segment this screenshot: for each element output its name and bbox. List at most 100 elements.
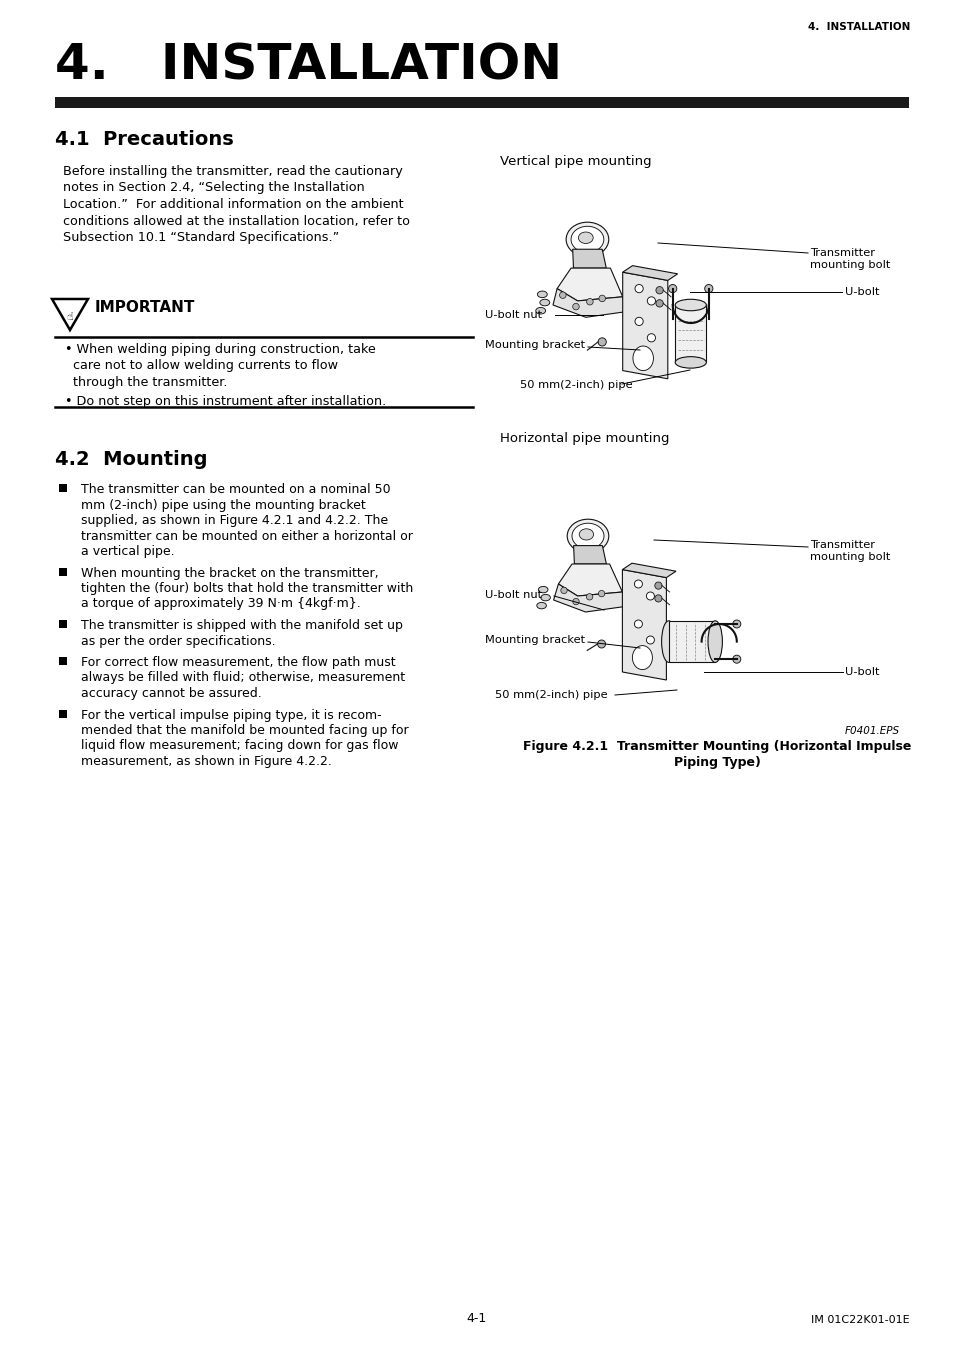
Ellipse shape	[537, 586, 547, 593]
Text: as per the order specifications.: as per the order specifications.	[81, 635, 275, 647]
Text: • When welding piping during construction, take: • When welding piping during constructio…	[65, 343, 375, 357]
Text: accuracy cannot be assured.: accuracy cannot be assured.	[81, 688, 261, 700]
Text: 50 mm(2-inch) pipe: 50 mm(2-inch) pipe	[519, 380, 632, 390]
Text: Subsection 10.1 “Standard Specifications.”: Subsection 10.1 “Standard Specifications…	[63, 231, 339, 245]
Text: 4.1  Precautions: 4.1 Precautions	[55, 130, 233, 149]
Text: F0401.EPS: F0401.EPS	[844, 725, 899, 736]
Circle shape	[586, 299, 593, 305]
Text: mended that the manifold be mounted facing up for: mended that the manifold be mounted faci…	[81, 724, 408, 738]
Circle shape	[732, 620, 740, 628]
Circle shape	[668, 285, 676, 293]
Ellipse shape	[567, 519, 608, 553]
Polygon shape	[675, 305, 705, 362]
Polygon shape	[621, 570, 666, 680]
Text: supplied, as shown in Figure 4.2.1 and 4.2.2. The: supplied, as shown in Figure 4.2.1 and 4…	[81, 513, 388, 527]
Circle shape	[654, 582, 661, 589]
Circle shape	[559, 292, 565, 299]
Circle shape	[634, 620, 641, 628]
Ellipse shape	[537, 290, 547, 297]
Text: Mounting bracket: Mounting bracket	[484, 340, 584, 350]
Ellipse shape	[540, 594, 550, 601]
Bar	[59, 567, 67, 576]
Text: 4-1: 4-1	[466, 1312, 487, 1325]
Text: Piping Type): Piping Type)	[673, 757, 760, 769]
Circle shape	[704, 285, 712, 293]
Circle shape	[597, 640, 605, 648]
Text: For the vertical impulse piping type, it is recom-: For the vertical impulse piping type, it…	[81, 708, 381, 721]
Text: through the transmitter.: through the transmitter.	[65, 376, 227, 389]
Text: a torque of approximately 39 N·m {4kgf·m}.: a torque of approximately 39 N·m {4kgf·m…	[81, 597, 360, 611]
Circle shape	[654, 594, 661, 603]
Ellipse shape	[675, 357, 705, 367]
Text: Figure 4.2.1  Transmitter Mounting (Horizontal Impulse: Figure 4.2.1 Transmitter Mounting (Horiz…	[522, 740, 910, 753]
Text: U-bolt nut: U-bolt nut	[484, 590, 541, 600]
Bar	[59, 620, 67, 628]
Text: 50 mm(2-inch) pipe: 50 mm(2-inch) pipe	[495, 690, 607, 700]
Text: liquid flow measurement; facing down for gas flow: liquid flow measurement; facing down for…	[81, 739, 398, 753]
Polygon shape	[553, 584, 625, 612]
Text: Mounting bracket: Mounting bracket	[484, 635, 584, 644]
Text: Location.”  For additional information on the ambient: Location.” For additional information on…	[63, 199, 403, 211]
Ellipse shape	[572, 523, 603, 549]
Text: Horizontal pipe mounting: Horizontal pipe mounting	[499, 432, 669, 444]
Text: ☝: ☝	[67, 312, 73, 322]
Circle shape	[647, 297, 655, 305]
Text: Before installing the transmitter, read the cautionary: Before installing the transmitter, read …	[63, 165, 402, 178]
Ellipse shape	[707, 621, 721, 662]
Polygon shape	[573, 546, 606, 563]
Polygon shape	[557, 267, 622, 301]
Text: U-bolt nut: U-bolt nut	[484, 309, 541, 320]
Bar	[59, 709, 67, 717]
Circle shape	[598, 338, 606, 346]
Circle shape	[732, 655, 740, 663]
Bar	[55, 97, 908, 108]
Ellipse shape	[675, 300, 705, 311]
Text: Transmitter
mounting bolt: Transmitter mounting bolt	[809, 249, 889, 270]
Text: a vertical pipe.: a vertical pipe.	[81, 544, 174, 558]
Text: • Do not step on this instrument after installation.: • Do not step on this instrument after i…	[65, 394, 386, 408]
Ellipse shape	[578, 528, 593, 540]
Text: measurement, as shown in Figure 4.2.2.: measurement, as shown in Figure 4.2.2.	[81, 755, 332, 767]
Circle shape	[647, 334, 655, 342]
Text: U-bolt: U-bolt	[844, 286, 879, 297]
Circle shape	[598, 590, 604, 597]
Text: 4.   INSTALLATION: 4. INSTALLATION	[55, 42, 561, 91]
Text: For correct flow measurement, the flow path must: For correct flow measurement, the flow p…	[81, 657, 395, 669]
Ellipse shape	[571, 226, 603, 253]
Ellipse shape	[565, 222, 608, 257]
Ellipse shape	[632, 346, 653, 370]
Text: conditions allowed at the installation location, refer to: conditions allowed at the installation l…	[63, 215, 410, 227]
Ellipse shape	[632, 646, 652, 670]
Text: IM 01C22K01-01E: IM 01C22K01-01E	[810, 1315, 909, 1325]
Polygon shape	[622, 272, 667, 378]
Circle shape	[560, 588, 567, 593]
Text: care not to allow welding currents to flow: care not to allow welding currents to fl…	[65, 359, 337, 373]
Text: The transmitter is shipped with the manifold set up: The transmitter is shipped with the mani…	[81, 619, 402, 632]
Text: 4.  INSTALLATION: 4. INSTALLATION	[807, 22, 909, 32]
Text: IMPORTANT: IMPORTANT	[95, 300, 195, 315]
Text: U-bolt: U-bolt	[844, 667, 879, 677]
Text: always be filled with fluid; otherwise, measurement: always be filled with fluid; otherwise, …	[81, 671, 405, 685]
Polygon shape	[621, 563, 676, 578]
Circle shape	[572, 598, 578, 605]
Circle shape	[598, 295, 605, 301]
Ellipse shape	[578, 232, 593, 243]
Circle shape	[586, 593, 592, 600]
Polygon shape	[558, 563, 621, 596]
Polygon shape	[553, 289, 626, 317]
Bar	[59, 484, 67, 492]
Text: transmitter can be mounted on either a horizontal or: transmitter can be mounted on either a h…	[81, 530, 413, 543]
Circle shape	[656, 300, 662, 307]
Text: When mounting the bracket on the transmitter,: When mounting the bracket on the transmi…	[81, 566, 378, 580]
Ellipse shape	[537, 603, 546, 609]
Circle shape	[656, 286, 662, 295]
Circle shape	[635, 317, 642, 326]
Text: tighten the (four) bolts that hold the transmitter with: tighten the (four) bolts that hold the t…	[81, 582, 413, 594]
Circle shape	[646, 636, 654, 644]
Circle shape	[634, 580, 641, 588]
Circle shape	[635, 285, 642, 293]
Text: notes in Section 2.4, “Selecting the Installation: notes in Section 2.4, “Selecting the Ins…	[63, 181, 364, 195]
Text: Transmitter
mounting bolt: Transmitter mounting bolt	[809, 540, 889, 562]
Polygon shape	[572, 249, 606, 267]
Ellipse shape	[539, 300, 549, 305]
